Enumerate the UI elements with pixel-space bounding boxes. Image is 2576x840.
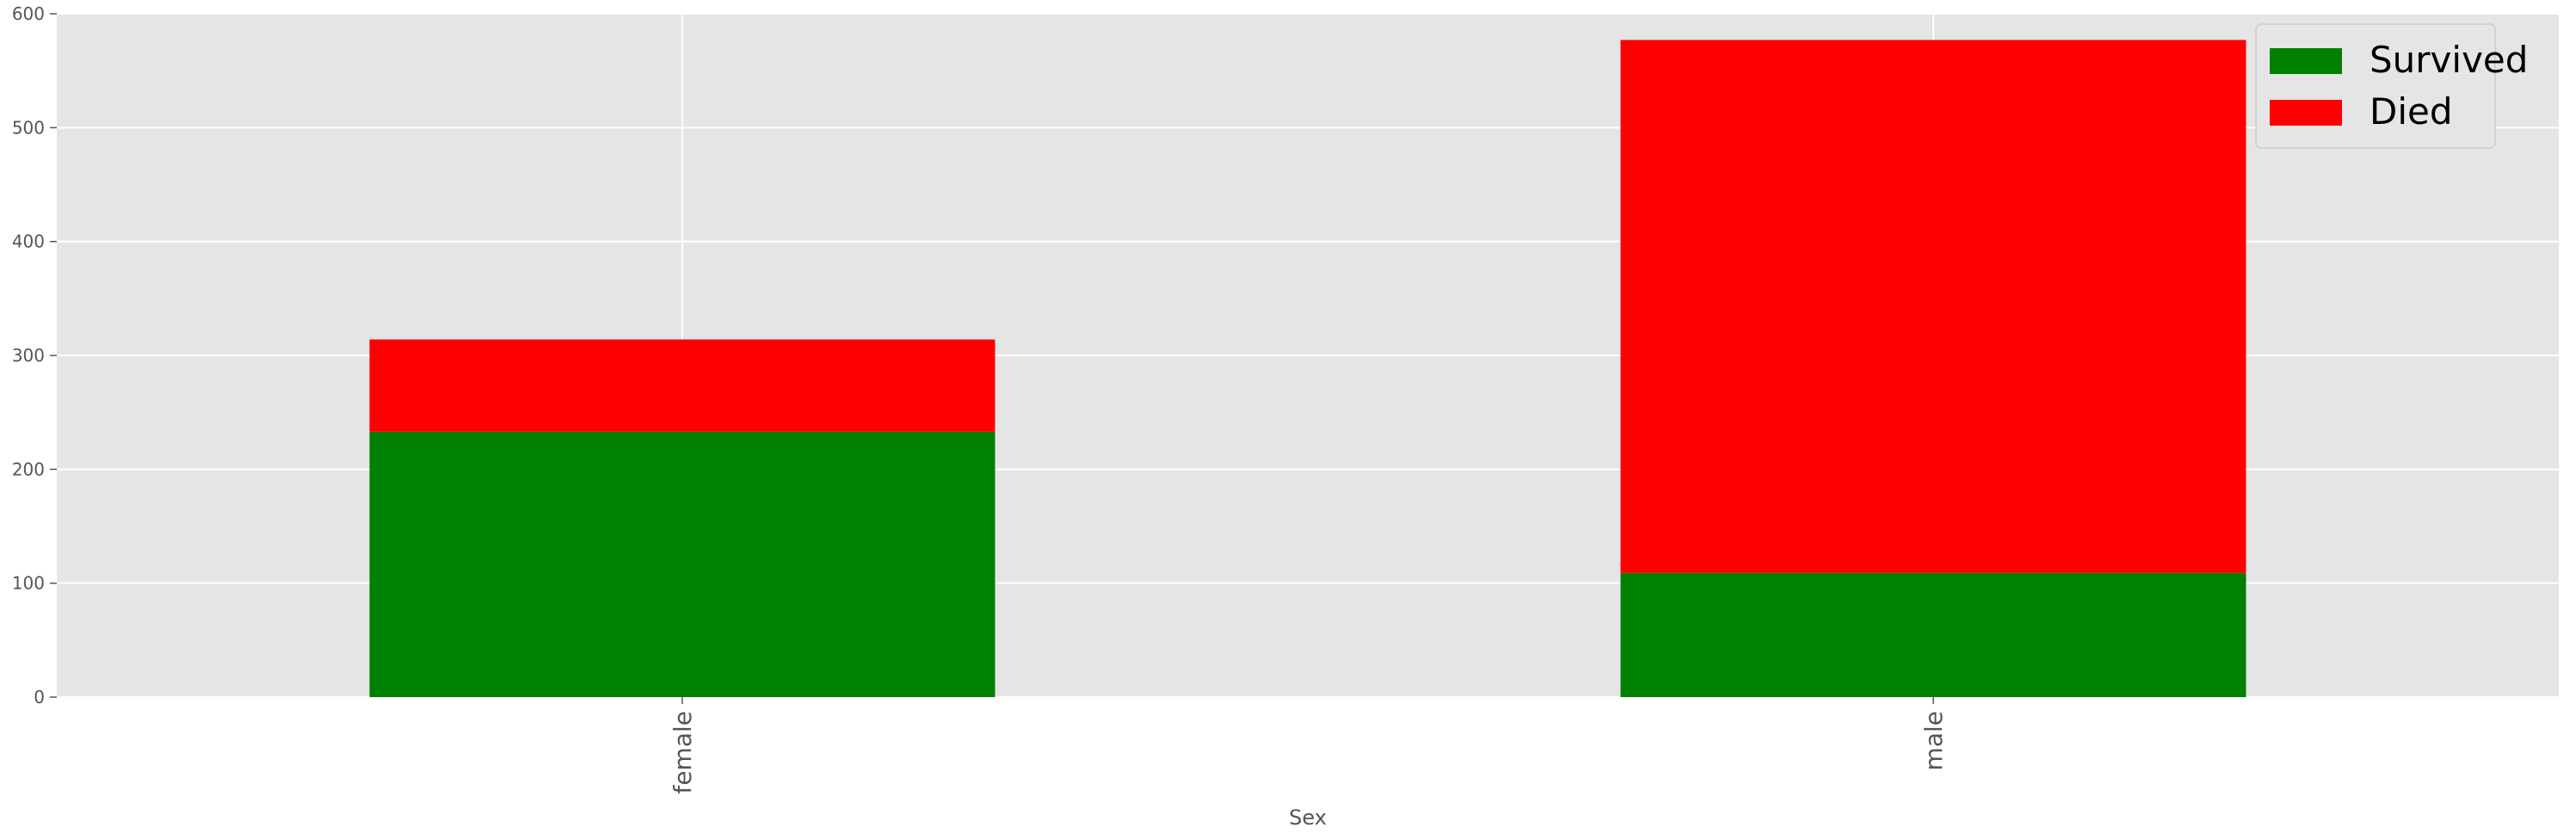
bar-female-died <box>369 339 995 432</box>
x-axis: female male <box>669 697 1948 794</box>
legend-swatch-died <box>2270 100 2342 126</box>
legend: Survived Died <box>2255 23 2528 149</box>
y-tick-label: 300 <box>12 345 45 366</box>
x-tick-label-male: male <box>1920 711 1948 770</box>
y-tick-label: 400 <box>12 232 45 252</box>
legend-label-died: Died <box>2370 90 2453 133</box>
y-tick-label: 200 <box>12 459 45 479</box>
bar-female-survived <box>369 431 995 697</box>
bar-male-survived <box>1620 572 2246 697</box>
bar-male-died <box>1620 40 2246 573</box>
y-tick-label: 100 <box>12 573 45 594</box>
bars <box>369 40 2246 697</box>
y-tick-label: 500 <box>12 117 45 138</box>
x-tick-label-female: female <box>669 711 697 794</box>
y-tick-label: 600 <box>12 3 45 24</box>
legend-label-survived: Survived <box>2370 39 2528 81</box>
x-axis-label: Sex <box>1289 806 1327 830</box>
y-axis: 0 100 200 300 400 500 600 <box>12 3 57 707</box>
legend-swatch-survived <box>2270 48 2342 74</box>
y-tick-label: 0 <box>34 687 45 707</box>
